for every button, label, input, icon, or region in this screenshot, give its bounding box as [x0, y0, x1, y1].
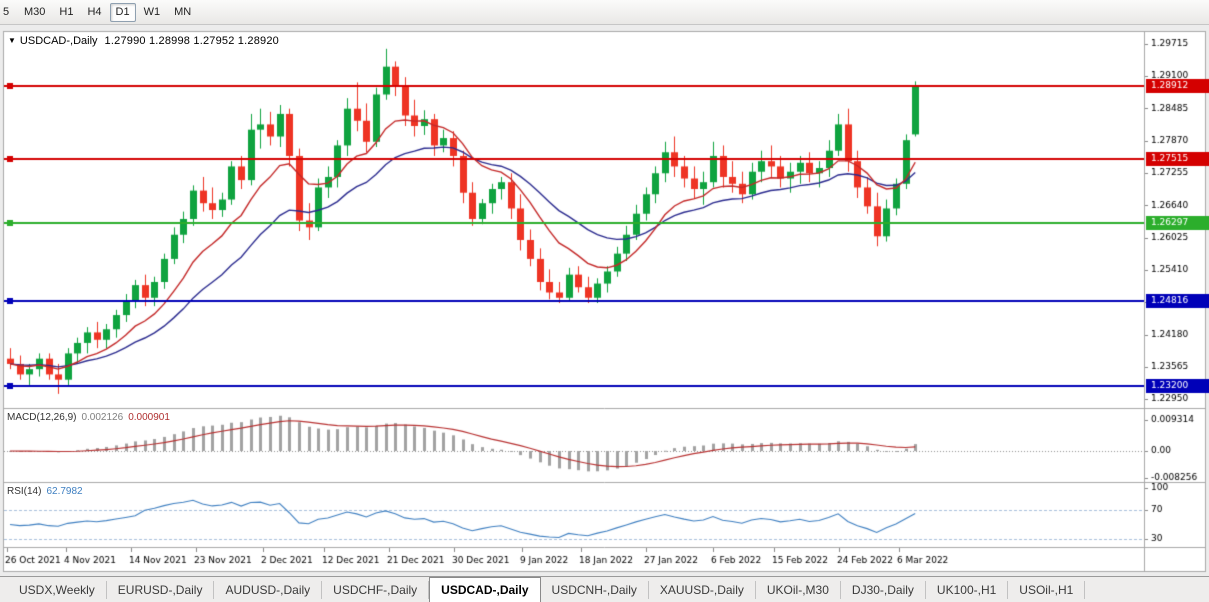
tab-audusd-daily[interactable]: AUDUSD-,Daily [214, 581, 323, 599]
timeframe-button-h1[interactable]: H1 [53, 3, 79, 22]
timeframe-button-h4[interactable]: H4 [81, 3, 107, 22]
timeframe-button-m5[interactable]: 5 [0, 3, 16, 22]
symbol-tab-bar: USDX,Weekly EURUSD-,Daily AUDUSD-,Daily … [0, 576, 1209, 602]
timeframe-button-w1[interactable]: W1 [138, 3, 167, 22]
tab-usdcnh-daily[interactable]: USDCNH-,Daily [541, 581, 649, 599]
tab-ukoil-m30[interactable]: UKOil-,M30 [756, 581, 841, 599]
tab-uk100-h1[interactable]: UK100-,H1 [926, 581, 1009, 599]
tab-usoil-h1[interactable]: USOil-,H1 [1008, 581, 1086, 599]
price-chart-canvas[interactable] [0, 25, 1209, 576]
tab-usdcad-daily[interactable]: USDCAD-,Daily [429, 577, 541, 602]
timeframe-button-mn[interactable]: MN [168, 3, 197, 22]
tab-usdx-weekly[interactable]: USDX,Weekly [8, 581, 107, 599]
timeframe-toolbar: 5 M30 H1 H4 D1 W1 MN [0, 0, 1209, 25]
timeframe-button-d1[interactable]: D1 [109, 2, 136, 22]
timeframe-button-m30[interactable]: M30 [18, 3, 51, 22]
tab-eurusd-daily[interactable]: EURUSD-,Daily [107, 581, 215, 599]
tab-xauusd-daily[interactable]: XAUUSD-,Daily [649, 581, 756, 599]
chart-area: ▼ USDCAD-,Daily 1.27990 1.28998 1.27952 1.… [0, 25, 1209, 576]
tab-usdchf-daily[interactable]: USDCHF-,Daily [322, 581, 430, 599]
tab-dj30-daily[interactable]: DJ30-,Daily [841, 581, 926, 599]
